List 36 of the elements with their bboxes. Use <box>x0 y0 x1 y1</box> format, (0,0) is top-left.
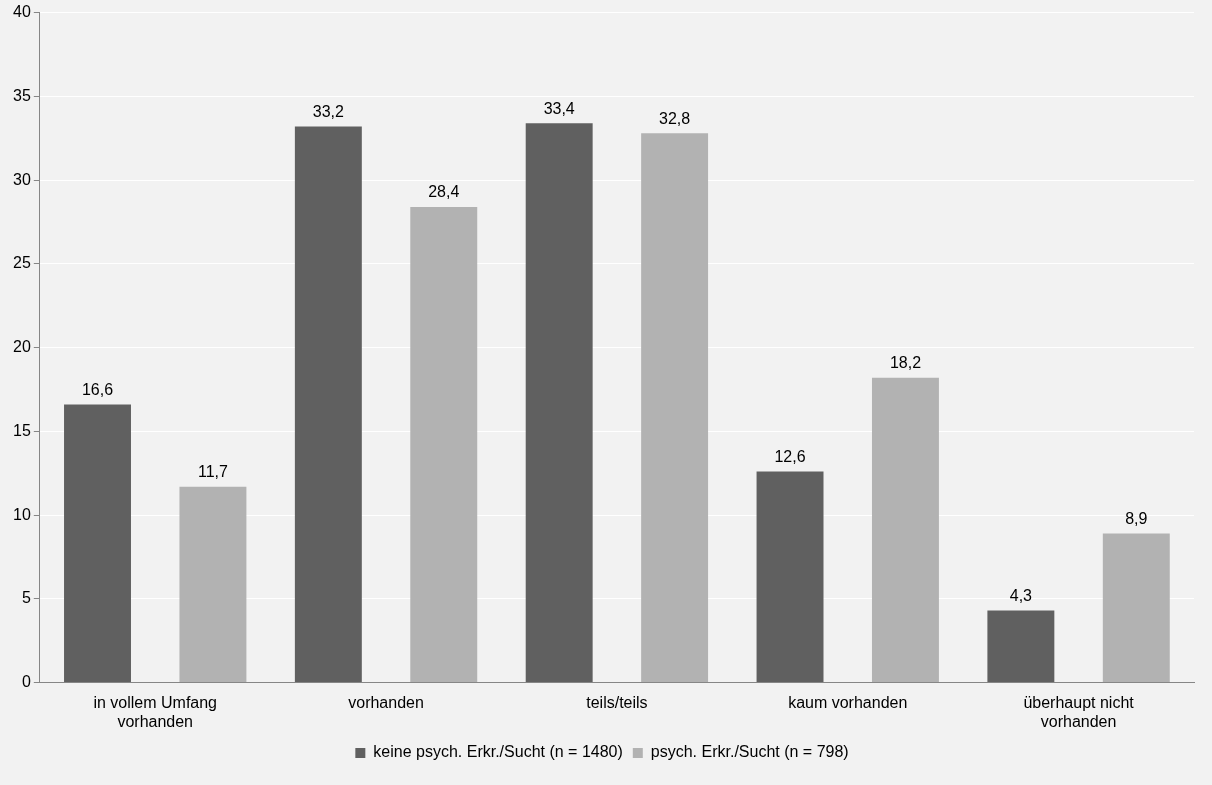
bar <box>64 404 131 683</box>
bar <box>756 471 824 683</box>
y-tick-label: 5 <box>21 589 31 607</box>
data-label: 8,9 <box>1125 509 1148 527</box>
bar <box>1102 533 1170 683</box>
data-label: 11,7 <box>197 463 229 481</box>
data-label: 33,2 <box>312 102 345 120</box>
bar <box>641 133 709 683</box>
bar <box>525 123 593 683</box>
y-tick-label: 35 <box>13 86 31 104</box>
x-tick-label: teils/teils <box>586 693 648 711</box>
x-tick-label: in vollem Umfang vorhanden <box>93 693 218 730</box>
x-tick-label: vorhanden <box>348 693 424 711</box>
data-label: 12,6 <box>774 447 806 465</box>
y-tick-label: 30 <box>13 170 31 188</box>
y-tick-label: 40 <box>13 3 31 21</box>
y-tick-label: 25 <box>13 254 31 272</box>
legend-label: psych. Erkr./Sucht (n = 798) <box>650 743 849 761</box>
bar <box>294 126 362 683</box>
x-tick-label: überhaupt nicht vorhanden <box>1023 693 1135 730</box>
bar <box>987 610 1055 683</box>
y-tick-label: 20 <box>13 338 31 356</box>
data-label: 33,4 <box>543 99 575 117</box>
y-tick-label: 0 <box>21 673 31 691</box>
data-label: 32,8 <box>659 109 691 127</box>
data-label: 28,4 <box>428 183 460 201</box>
bar <box>871 377 939 683</box>
data-label: 16,6 <box>81 380 114 398</box>
x-tick-label: kaum vorhanden <box>788 693 908 711</box>
bar <box>179 486 247 683</box>
legend-label: keine psych. Erkr./Sucht (n = 1480) <box>373 743 623 761</box>
data-label: 18,2 <box>889 354 922 372</box>
bar <box>410 206 478 683</box>
y-tick-label: 10 <box>13 505 31 523</box>
y-tick-label: 15 <box>13 421 31 439</box>
data-label: 4,3 <box>1009 586 1033 604</box>
